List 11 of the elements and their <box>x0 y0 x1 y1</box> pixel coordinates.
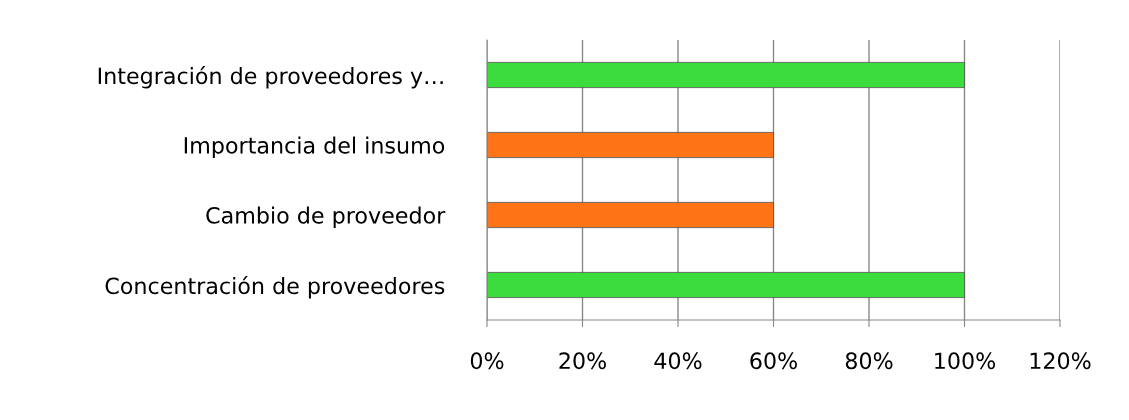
x-tick-label: 20% <box>559 352 606 370</box>
y-tick-label: Cambio de proveedor <box>206 206 446 229</box>
y-tick-label: Integración de proveedores y… <box>98 66 443 89</box>
x-tick-label: 0% <box>470 352 504 370</box>
x-tick-label: 100% <box>935 352 996 370</box>
y-tick-label: Concentración de proveedores <box>105 276 445 299</box>
y-tick-label: Importancia del insumo <box>184 136 445 159</box>
x-tick-label: 80% <box>845 352 893 370</box>
x-tick-label: 40% <box>654 352 702 370</box>
x-tick-label: 60% <box>750 352 797 370</box>
x-tick-label: 120% <box>1030 352 1091 370</box>
